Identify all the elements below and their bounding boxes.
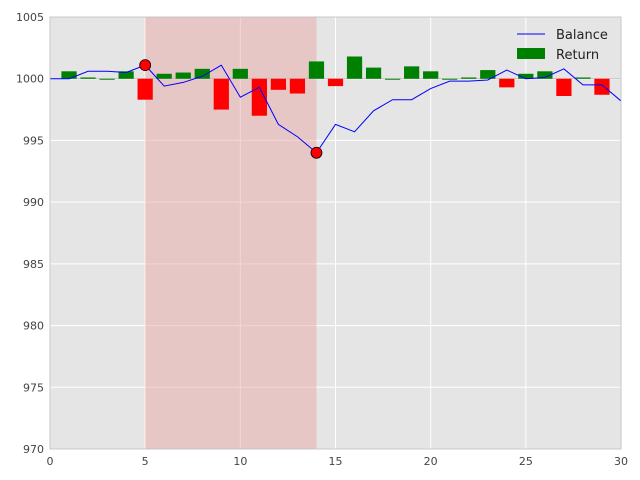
- drawdown-marker: [310, 146, 323, 159]
- return-bar: [118, 71, 134, 79]
- return-bar: [232, 68, 248, 79]
- legend-label-balance: Balance: [556, 28, 608, 43]
- plot-frame: [49, 16, 622, 450]
- return-bar: [156, 73, 172, 79]
- return-bar: [365, 67, 382, 79]
- return-bar: [556, 78, 572, 96]
- return-bar: [346, 56, 363, 79]
- y-axis: 970 975 980 985 990 995 1000 1005: [16, 11, 44, 456]
- return-bar: [499, 78, 515, 88]
- return-bar: [175, 72, 191, 79]
- x-tick-label: 10: [233, 455, 247, 468]
- return-bar: [404, 66, 420, 79]
- return-bar: [99, 78, 115, 80]
- return-bar: [461, 77, 477, 79]
- y-tick-label: 975: [23, 381, 44, 394]
- x-tick-label: 25: [519, 455, 533, 468]
- return-bar: [575, 77, 591, 79]
- y-tick-label: 1005: [16, 11, 44, 24]
- y-tick-label: 1000: [16, 73, 44, 86]
- drawdown-marker: [139, 59, 152, 72]
- return-bar: [423, 71, 439, 79]
- legend-label-return: Return: [556, 48, 599, 63]
- legend: Balance Return: [517, 28, 608, 63]
- return-bar: [594, 78, 610, 95]
- x-tick-label: 5: [142, 455, 149, 468]
- return-bar: [137, 78, 153, 100]
- return-bar: [537, 71, 553, 79]
- x-tick-label: 15: [329, 455, 343, 468]
- return-bar: [442, 78, 458, 80]
- return-bar: [61, 71, 77, 79]
- return-bar: [327, 78, 344, 87]
- return-bar: [308, 61, 325, 79]
- x-tick-label: 0: [47, 455, 54, 468]
- y-tick-label: 970: [23, 443, 44, 456]
- return-bar: [270, 78, 287, 90]
- legend-swatch-return: [517, 48, 545, 59]
- x-tick-label: 30: [614, 455, 628, 468]
- y-tick-label: 980: [23, 320, 44, 333]
- shaded-region: [145, 17, 317, 449]
- return-bar: [80, 77, 96, 79]
- return-bar: [480, 70, 496, 79]
- return-bar: [251, 78, 267, 116]
- return-bar: [384, 78, 401, 80]
- return-bar: [518, 73, 534, 79]
- y-tick-label: 985: [23, 258, 44, 271]
- y-tick-label: 995: [23, 134, 44, 147]
- return-bar: [289, 78, 306, 94]
- x-axis: 0 5 10 15 20 25 30: [47, 455, 629, 468]
- plot-area: [49, 16, 622, 450]
- return-bar: [213, 78, 229, 110]
- y-tick-label: 990: [23, 196, 44, 209]
- x-tick-label: 20: [424, 455, 438, 468]
- return-bar: [194, 68, 210, 79]
